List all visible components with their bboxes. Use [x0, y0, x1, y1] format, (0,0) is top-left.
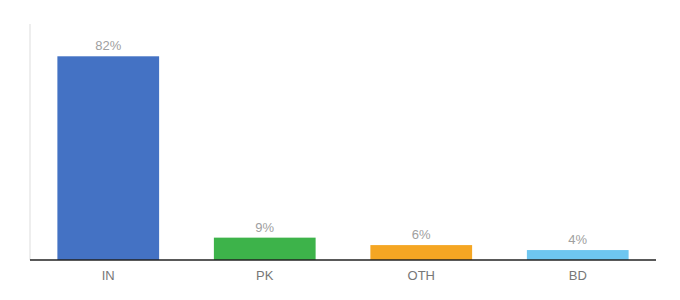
bars — [57, 56, 628, 260]
chart-container: 82% 9% 6% 4% IN PK OTH BD — [0, 0, 680, 300]
x-tick-label: BD — [569, 268, 587, 283]
data-label: 9% — [255, 220, 274, 235]
x-tick-label: IN — [102, 268, 115, 283]
data-label: 82% — [95, 38, 121, 53]
x-tick-label: PK — [256, 268, 274, 283]
bar — [527, 250, 629, 260]
y-axis-line — [30, 24, 31, 260]
data-label: 6% — [412, 227, 431, 242]
data-label: 4% — [568, 232, 587, 247]
bar — [57, 56, 159, 260]
bar — [370, 245, 472, 260]
x-axis-line — [30, 259, 656, 261]
x-tick-label: OTH — [408, 268, 435, 283]
chart-svg: 82% 9% 6% 4% IN PK OTH BD — [0, 0, 680, 300]
bar — [214, 238, 316, 260]
